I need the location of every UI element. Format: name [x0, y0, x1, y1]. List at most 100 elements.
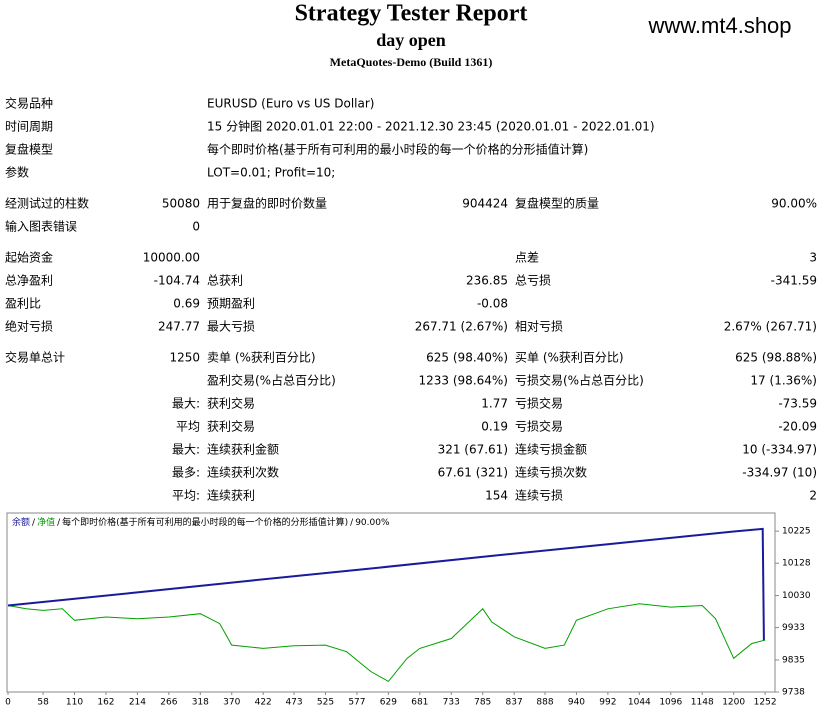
cell-label: 总净盈利	[5, 274, 53, 288]
cell-value: 904424	[462, 197, 508, 211]
x-tick-label: 370	[223, 698, 240, 708]
cell-label: 连续获利	[207, 488, 255, 503]
cell-value: -341.59	[771, 274, 817, 288]
x-tick-label: 681	[411, 698, 428, 708]
x-tick-label: 1044	[628, 698, 651, 708]
x-tick-label: 733	[443, 698, 460, 708]
cell-label: 点差	[515, 251, 539, 265]
cell-label: 参数	[5, 165, 29, 180]
x-tick-label: 0	[5, 698, 11, 708]
cell-value: 10000.00	[143, 251, 200, 265]
cell-label: 亏损交易	[515, 419, 563, 434]
cell-label: 盈利交易(%占总百分比)	[207, 373, 336, 388]
cell-value: 每个即时价格(基于所有可利用的最小时段的每一个价格的分形插值计算)	[207, 142, 588, 157]
y-tick-label: 9933	[782, 623, 805, 633]
x-tick-label: 940	[568, 698, 585, 708]
cell-value: 90.00%	[771, 197, 817, 211]
cell-label: 总亏损	[515, 274, 551, 288]
cell-value: 最大:	[172, 443, 200, 457]
legend-item: /	[350, 518, 354, 528]
y-tick-label: 10225	[782, 527, 811, 537]
x-tick-label: 888	[536, 698, 553, 708]
cell-value: -20.09	[778, 420, 817, 434]
cell-label: 连续亏损金额	[515, 442, 587, 457]
cell-value: 平均:	[172, 489, 200, 503]
x-tick-label: 1148	[691, 698, 714, 708]
cell-value: 最多:	[172, 466, 200, 480]
cell-label: 获利交易	[207, 419, 255, 434]
report-build: MetaQuotes-Demo (Build 1361)	[330, 55, 493, 69]
cell-label: 总获利	[207, 274, 243, 288]
legend-item: /	[32, 518, 36, 528]
x-tick-label: 266	[160, 698, 177, 708]
x-tick-label: 1096	[659, 698, 682, 708]
watermark: www.mt4.shop	[647, 13, 791, 38]
cell-label: 连续亏损次数	[515, 465, 587, 480]
cell-label: 连续获利次数	[207, 465, 279, 480]
x-tick-label: 318	[192, 698, 209, 708]
report-title: Strategy Tester Report	[295, 1, 528, 27]
cell-value: 15 分钟图 2020.01.01 22:00 - 2021.12.30 23:…	[207, 119, 655, 134]
x-tick-label: 110	[66, 698, 83, 708]
cell-value: -104.74	[154, 274, 200, 288]
cell-value: 67.61 (321)	[438, 466, 508, 480]
legend-item: 90.00%	[355, 518, 390, 528]
y-tick-label: 9835	[782, 655, 805, 665]
cell-label: 亏损交易	[515, 396, 563, 411]
x-tick-label: 58	[37, 698, 49, 708]
cell-label: 起始资金	[5, 250, 53, 265]
cell-label: 交易单总计	[5, 350, 65, 365]
cell-value: -0.08	[477, 297, 508, 311]
cell-value: 0.19	[481, 420, 508, 434]
x-tick-label: 525	[317, 698, 334, 708]
legend-item: 每个即时价格(基于所有可利用的最小时段的每一个价格的分形插值计算)	[62, 516, 348, 528]
x-tick-label: 162	[97, 698, 114, 708]
legend-item: 净值	[37, 516, 55, 528]
cell-value: 1.77	[481, 397, 508, 411]
cell-label: 复盘模型的质量	[515, 196, 599, 211]
cell-label: 连续获利金额	[207, 442, 279, 457]
legend: 余额 / 净值 / 每个即时价格(基于所有可利用的最小时段的每一个价格的分形插值计算) /…	[12, 516, 390, 528]
cell-label: 绝对亏损	[5, 319, 53, 334]
report-subtitle: day open	[376, 30, 446, 50]
cell-value: 1250	[169, 351, 200, 365]
cell-label: 用于复盘的即时价数量	[207, 196, 327, 211]
cell-label: 最大亏损	[207, 320, 255, 334]
cell-value: 10 (-334.97)	[742, 443, 817, 457]
cell-value: 0.69	[173, 297, 200, 311]
cell-label: 亏损交易(%占总百分比)	[515, 373, 644, 388]
cell-label: 预期盈利	[207, 297, 255, 311]
series-line	[7, 527, 765, 641]
cell-label: 复盘模型	[5, 142, 53, 157]
cell-value: -73.59	[778, 397, 817, 411]
cell-label: 盈利比	[5, 297, 41, 311]
x-tick-label: 577	[348, 698, 365, 708]
cell-value: 625 (98.40%)	[426, 351, 508, 365]
legend-item: 余额	[12, 516, 30, 528]
cell-value: 625 (98.88%)	[735, 351, 817, 365]
x-tick-label: 473	[285, 698, 302, 708]
cell-value: 最大:	[172, 397, 200, 411]
cell-label: 连续亏损	[515, 488, 563, 503]
cell-label: 买单 (%获利百分比)	[515, 351, 624, 365]
x-tick-label: 1200	[722, 698, 745, 708]
x-tick-label: 422	[255, 698, 272, 708]
series-line	[7, 603, 766, 683]
cell-value: 236.85	[466, 274, 508, 288]
y-tick-label: 10128	[782, 559, 811, 569]
x-tick-label: 1252	[754, 698, 777, 708]
cell-value: 154	[485, 489, 508, 503]
cell-value: 2.67% (267.71)	[724, 320, 817, 334]
x-tick-label: 214	[129, 698, 146, 708]
x-tick-label: 629	[380, 698, 397, 708]
chart-frame	[6, 512, 776, 693]
y-tick-label: 10030	[782, 591, 811, 601]
cell-label: 获利交易	[207, 396, 255, 411]
cell-value: EURUSD (Euro vs US Dollar)	[207, 97, 374, 111]
x-tick-label: 837	[506, 698, 523, 708]
cell-value: 3	[809, 251, 817, 265]
cell-label: 时间周期	[5, 120, 53, 134]
cell-value: 1233 (98.64%)	[419, 374, 508, 388]
x-tick-label: 992	[599, 698, 616, 708]
